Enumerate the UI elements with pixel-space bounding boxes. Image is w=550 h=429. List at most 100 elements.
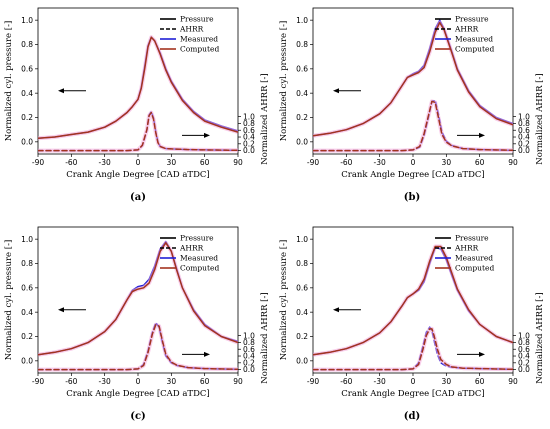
legend-label: Pressure [180, 15, 214, 24]
legend-label: Measured [455, 35, 493, 44]
x-tick-label: 0 [136, 377, 141, 386]
series-group [313, 244, 513, 372]
y-tick-label: 1.0 [296, 16, 308, 25]
series-computed-ahrr [38, 111, 238, 152]
chart-panel-3: -90 -60 -30 0 30 60 900.00.20.40.60.81.00.00.2… [4, 226, 270, 422]
y-tick-label: 0.6 [21, 283, 33, 292]
legend-label: AHRR [454, 25, 479, 34]
y-tick-label: 0.0 [296, 137, 308, 146]
y-right-tick-label: 0.4 [518, 352, 530, 361]
x-tick-label: 30 [167, 158, 177, 167]
x-tick-label: -60 [65, 377, 77, 386]
x-tick-label: -60 [65, 158, 77, 167]
y-right-tick-label: 0.0 [518, 146, 530, 155]
x-tick-label: 90 [508, 377, 518, 386]
panel-caption: (d) [404, 411, 420, 422]
y-tick-label: 0.4 [296, 308, 308, 317]
series-computed-ahrr [313, 100, 513, 152]
series-band-ahrr [38, 110, 238, 153]
y-right-tick-label: 0.2 [518, 139, 530, 148]
y-tick-label: 1.0 [21, 16, 33, 25]
y-right-axis-label: Normalized AHRR [-] [535, 292, 545, 383]
x-axis-label: Crank Angle Degree [CAD aTDC] [341, 170, 484, 180]
y-tick-label: 0.4 [21, 89, 33, 98]
x-tick-label: -90 [307, 377, 319, 386]
legend-label: Pressure [180, 234, 214, 243]
y-right-tick-label: 0.2 [518, 358, 530, 367]
y-right-tick-label: 0.0 [518, 365, 530, 374]
right-arrow-icon [182, 351, 210, 357]
x-tick-label: -30 [99, 158, 111, 167]
y-tick-label: 0.6 [296, 64, 308, 73]
plot-frame [37, 7, 239, 155]
y-right-axis-label: Normalized AHRR [-] [535, 73, 545, 164]
x-tick-label: 0 [136, 158, 141, 167]
x-tick-label: 60 [475, 377, 485, 386]
legend-label: Measured [455, 254, 493, 263]
legend-label: AHRR [179, 244, 204, 253]
series-group [38, 35, 238, 153]
x-axis-label: Crank Angle Degree [CAD aTDC] [341, 389, 484, 399]
legend-label: Measured [180, 35, 218, 44]
chart-panel-4: -90 -60 -30 0 30 60 900.00.20.40.60.81.00.00.2… [279, 226, 545, 422]
x-axis-label: Crank Angle Degree [CAD aTDC] [66, 170, 209, 180]
left-arrow-icon [58, 88, 86, 94]
series-measured-ahrr [38, 110, 238, 152]
y-right-axis-label: Normalized AHRR [-] [260, 292, 270, 383]
y-tick-label: 0.4 [21, 308, 33, 317]
y-tick-label: 0.2 [21, 113, 33, 122]
y-tick-label: 1.0 [21, 235, 33, 244]
x-tick-label: 90 [233, 158, 243, 167]
x-tick-label: 30 [442, 377, 452, 386]
right-arrow-icon [457, 351, 485, 357]
panel-caption: (c) [130, 411, 146, 422]
y-right-tick-label: 0.0 [243, 146, 255, 155]
x-tick-label: 0 [411, 158, 416, 167]
legend-label: Pressure [455, 15, 489, 24]
y-right-tick-label: 0.6 [243, 345, 255, 354]
y-axis-label: Normalized cyl. pressure [-] [4, 21, 14, 142]
y-right-tick-label: 0.8 [518, 119, 530, 128]
y-tick-label: 0.8 [21, 40, 33, 49]
x-tick-label: -60 [340, 377, 352, 386]
legend-label: Pressure [455, 234, 489, 243]
y-right-tick-label: 0.6 [518, 126, 530, 135]
y-right-axis-label: Normalized AHRR [-] [260, 73, 270, 164]
series-computed-pressure [38, 242, 238, 356]
panel-caption: (a) [130, 192, 146, 203]
chart-panel-2: -90 -60 -30 0 30 60 900.00.20.40.60.81.00.00.2… [279, 7, 545, 203]
series-computed-pressure [38, 36, 238, 139]
right-arrow-icon [182, 132, 210, 138]
series-computed-ahrr [313, 328, 513, 371]
y-tick-label: 0.0 [296, 356, 308, 365]
legend-label: Computed [180, 45, 219, 54]
y-tick-label: 0.8 [296, 40, 308, 49]
y-right-tick-label: 0.8 [243, 119, 255, 128]
x-tick-label: 60 [200, 377, 210, 386]
panel-caption: (b) [404, 192, 420, 203]
series-computed-pressure [313, 21, 513, 137]
x-tick-label: 30 [442, 158, 452, 167]
y-tick-label: 0.4 [296, 89, 308, 98]
x-axis-label: Crank Angle Degree [CAD aTDC] [66, 389, 209, 399]
x-tick-label: -90 [32, 377, 44, 386]
y-tick-label: 0.0 [21, 356, 33, 365]
series-computed-pressure [313, 245, 513, 356]
y-right-tick-label: 1.0 [243, 112, 255, 121]
legend-label: Computed [455, 264, 494, 273]
x-tick-label: 90 [233, 377, 243, 386]
x-tick-label: 60 [200, 158, 210, 167]
series-group [313, 19, 513, 153]
y-right-tick-label: 0.8 [518, 338, 530, 347]
y-right-tick-label: 0.4 [518, 133, 530, 142]
y-right-tick-label: 1.0 [243, 331, 255, 340]
series-band-ahrr [38, 322, 238, 372]
x-tick-label: -90 [307, 158, 319, 167]
y-tick-label: 0.6 [21, 64, 33, 73]
y-tick-label: 0.8 [296, 259, 308, 268]
x-tick-label: 0 [411, 377, 416, 386]
